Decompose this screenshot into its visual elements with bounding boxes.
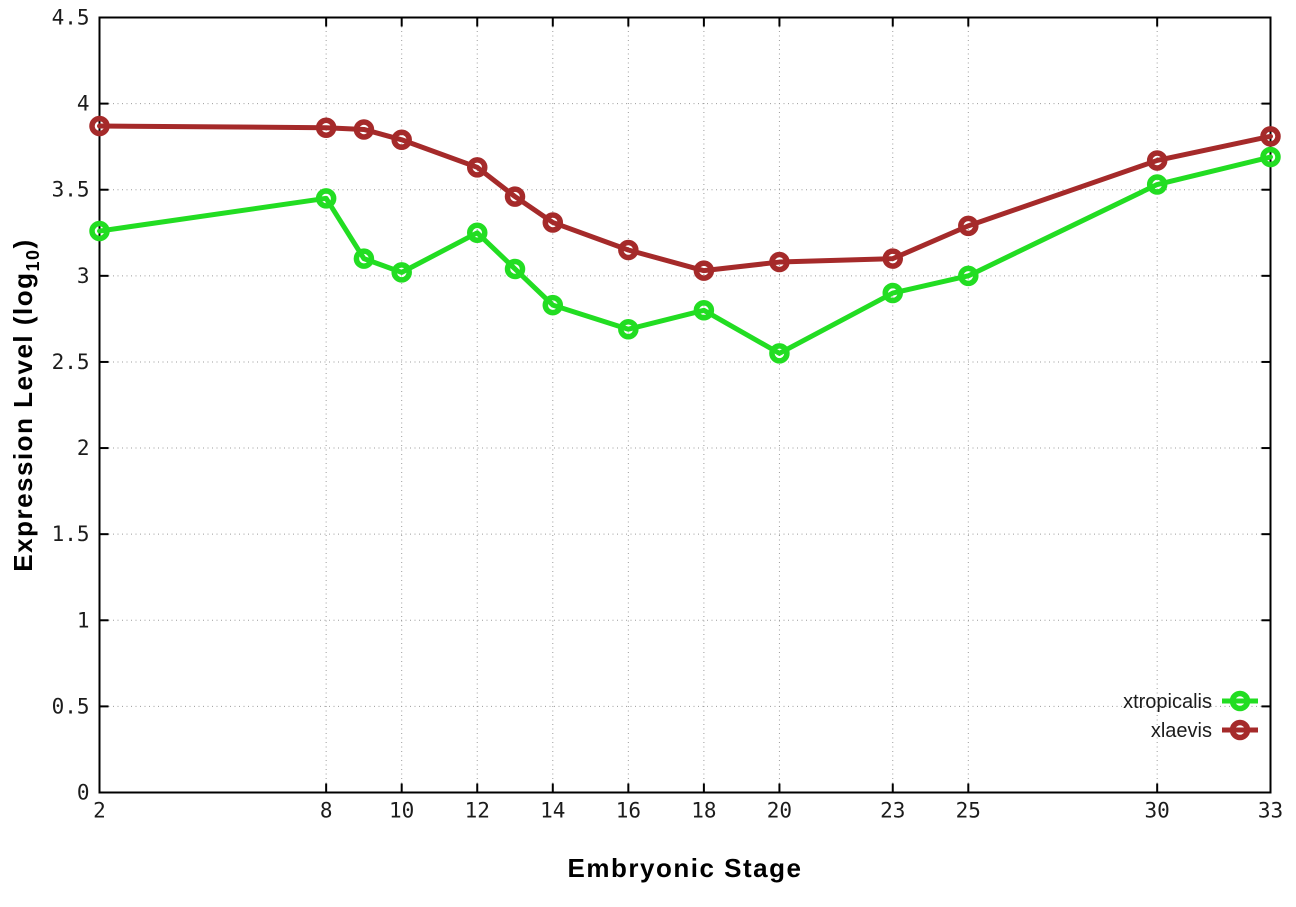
legend-label-xlaevis: xlaevis <box>1151 720 1212 742</box>
marker-xtropicalis-stage-8 <box>315 188 337 209</box>
marker-xlaevis-stage-20 <box>769 251 790 273</box>
marker-xlaevis-stage-33 <box>1260 126 1281 147</box>
marker-xtropicalis-stage-18 <box>693 300 715 321</box>
y-tick-label-2.5: 2.5 <box>52 350 90 374</box>
y-tick-label-3.5: 3.5 <box>52 178 90 202</box>
x-tick-label-33: 33 <box>1258 799 1283 823</box>
x-tick-label-23: 23 <box>880 799 905 823</box>
marker-xtropicalis-stage-13 <box>504 258 526 280</box>
marker-xlaevis-stage-2 <box>89 115 110 137</box>
y-tick-label-4: 4 <box>77 92 90 116</box>
plot-border <box>98 16 1272 794</box>
marker-xtropicalis-stage-9 <box>353 248 375 269</box>
marker-xtropicalis-stage-12 <box>466 222 488 244</box>
marker-xtropicalis-stage-16 <box>618 318 639 340</box>
marker-xtropicalis-stage-20 <box>769 343 790 364</box>
marker-xlaevis-stage-18 <box>693 260 715 281</box>
marker-xtropicalis-stage-2 <box>89 220 110 242</box>
y-tick-label-0.5: 0.5 <box>52 694 90 718</box>
marker-xlaevis-stage-23 <box>882 248 904 269</box>
marker-xtropicalis-stage-25 <box>958 265 979 287</box>
legend-marker-xtropicalis <box>1229 690 1251 712</box>
y-tick-label-4.5: 4.5 <box>52 6 90 30</box>
x-tick-label-8: 8 <box>320 799 333 823</box>
y-tick-label-1.5: 1.5 <box>52 522 90 546</box>
marker-xlaevis-stage-14 <box>542 212 564 233</box>
y-tick-label-2: 2 <box>77 436 90 460</box>
x-tick-label-30: 30 <box>1145 799 1170 823</box>
marker-xtropicalis-stage-30 <box>1146 174 1168 195</box>
x-tick-label-25: 25 <box>956 799 981 823</box>
x-tick-label-10: 10 <box>389 799 414 823</box>
marker-xlaevis-stage-30 <box>1146 150 1168 171</box>
y-tick-label-3: 3 <box>77 264 90 288</box>
x-tick-label-20: 20 <box>767 799 792 823</box>
marker-xtropicalis-stage-23 <box>882 282 904 304</box>
marker-xtropicalis-stage-33 <box>1260 146 1281 168</box>
marker-xlaevis-stage-12 <box>466 157 488 178</box>
marker-xlaevis-stage-9 <box>353 119 375 140</box>
marker-xtropicalis-stage-14 <box>542 294 564 316</box>
x-tick-label-2: 2 <box>93 799 106 823</box>
y-axis-title: Expression Level (log10) <box>8 238 43 571</box>
marker-xlaevis-stage-25 <box>958 215 979 237</box>
x-tick-label-12: 12 <box>465 799 490 823</box>
y-tick-label-1: 1 <box>77 608 90 632</box>
x-axis-title: Embryonic Stage <box>568 853 803 883</box>
marker-xlaevis-stage-10 <box>391 129 412 151</box>
marker-xlaevis-stage-16 <box>618 239 639 261</box>
legend-marker-xlaevis <box>1229 719 1251 741</box>
legend-label-xtropicalis: xtropicalis <box>1123 691 1212 713</box>
x-tick-label-14: 14 <box>540 799 565 823</box>
y-tick-label-0: 0 <box>77 781 90 805</box>
x-tick-label-18: 18 <box>691 799 716 823</box>
x-tick-label-16: 16 <box>616 799 641 823</box>
marker-xtropicalis-stage-10 <box>391 262 412 283</box>
marker-xlaevis-stage-8 <box>315 117 337 138</box>
marker-xlaevis-stage-13 <box>504 186 526 207</box>
